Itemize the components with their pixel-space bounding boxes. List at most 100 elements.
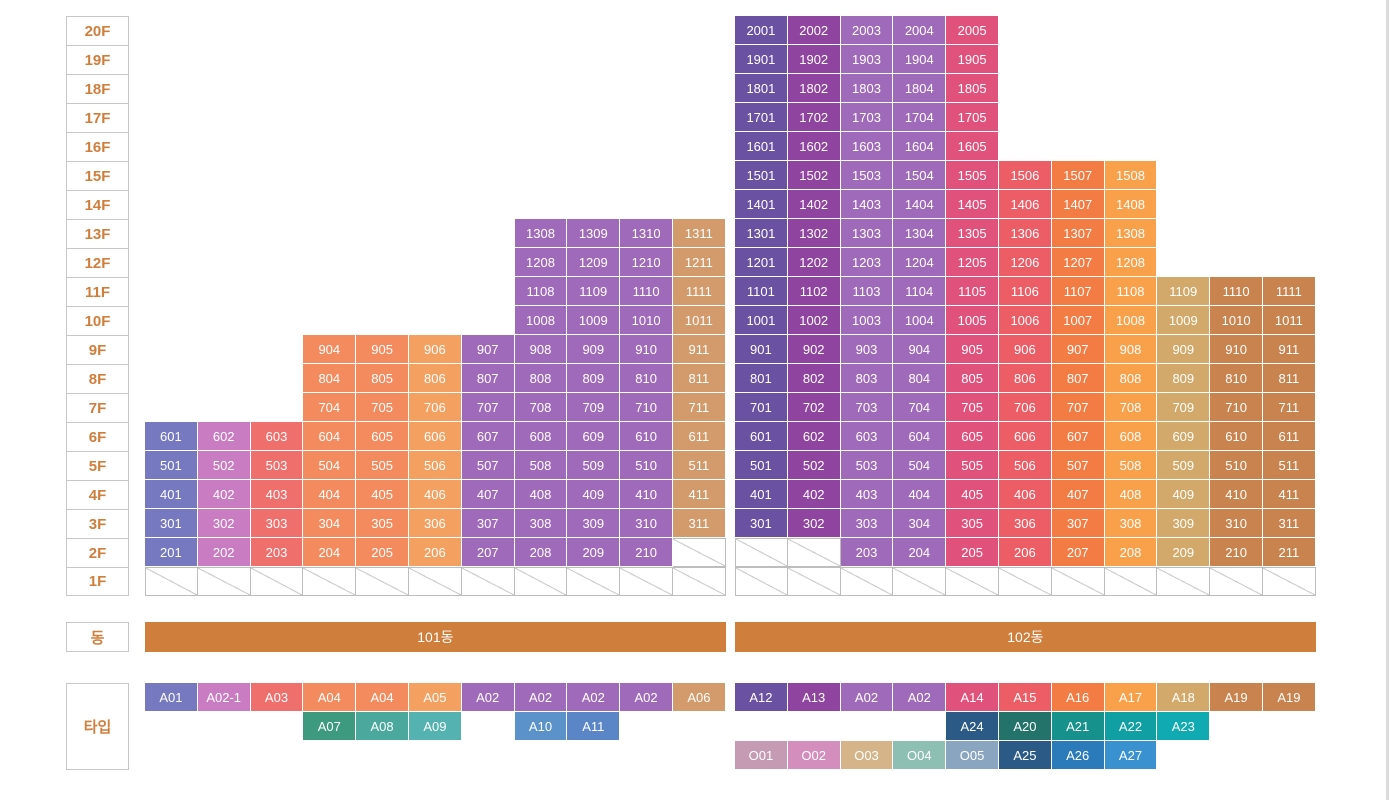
unit-cell: 609	[567, 422, 621, 451]
unit-cell: 709	[1157, 393, 1211, 422]
unit-cell: 1508	[1104, 161, 1158, 190]
floor-label: 15F	[66, 161, 129, 190]
unit-cell: 611	[673, 422, 726, 451]
unit-cell: 510	[620, 451, 673, 480]
unit-cell: 1805	[946, 74, 999, 103]
unit-cell: 1503	[840, 161, 894, 190]
unit-cell: 206	[999, 538, 1052, 567]
unit-cell: 506	[999, 451, 1052, 480]
unit-cell: 1202	[787, 248, 841, 277]
unit-cell: 806	[409, 364, 462, 393]
unit-cell: 409	[567, 480, 621, 509]
unit-cell: 1105	[946, 277, 999, 306]
unit-cell: 605	[946, 422, 999, 451]
unit-cell: 404	[303, 480, 357, 509]
empty-unit-cell	[893, 567, 947, 596]
floor-label: 13F	[66, 219, 129, 248]
unit-cell: 509	[567, 451, 621, 480]
unit-cell: 711	[1263, 393, 1316, 422]
unit-cell: 1602	[787, 132, 841, 161]
unit-cell: 1003	[840, 306, 894, 335]
unit-cell: 805	[356, 364, 409, 393]
scrollbar-edge	[1386, 0, 1389, 800]
unit-cell: 1604	[893, 132, 947, 161]
empty-unit-cell	[673, 567, 726, 596]
unit-cell: 1309	[567, 219, 621, 248]
unit-cell: 2001	[735, 16, 788, 45]
unit-cell: 1307	[1051, 219, 1105, 248]
unit-cell: 403	[250, 480, 304, 509]
unit-cell: 507	[461, 451, 515, 480]
unit-cell: 1111	[1263, 277, 1316, 306]
unit-cell: 1001	[735, 306, 788, 335]
unit-cell: 908	[1104, 335, 1158, 364]
unit-cell: 1303	[840, 219, 894, 248]
unit-cell: 1010	[620, 306, 673, 335]
unit-cell: 808	[514, 364, 568, 393]
unit-cell: 905	[946, 335, 999, 364]
unit-cell: 705	[356, 393, 409, 422]
unit-cell: 503	[250, 451, 304, 480]
unit-cell: 1009	[567, 306, 621, 335]
unit-cell: 1705	[946, 103, 999, 132]
unit-cell: 603	[250, 422, 304, 451]
unit-cell: 1108	[514, 277, 568, 306]
unit-cell: 1310	[620, 219, 673, 248]
unit-cell: 504	[893, 451, 947, 480]
unit-cell: 710	[1210, 393, 1263, 422]
unit-cell: 704	[303, 393, 357, 422]
unit-cell: 311	[1263, 509, 1316, 538]
unit-cell: 811	[1263, 364, 1316, 393]
unit-cell: 1006	[999, 306, 1052, 335]
unit-cell: 209	[1157, 538, 1211, 567]
empty-unit-cell	[514, 567, 568, 596]
unit-cell: 608	[1104, 422, 1158, 451]
unit-cell: 1002	[787, 306, 841, 335]
unit-cell: 607	[461, 422, 515, 451]
unit-cell: 1701	[735, 103, 788, 132]
unit-cell: 908	[514, 335, 568, 364]
unit-cell: 309	[1157, 509, 1211, 538]
unit-cell: 601	[735, 422, 788, 451]
unit-cell: 501	[735, 451, 788, 480]
unit-cell: 902	[787, 335, 841, 364]
unit-cell: 207	[1051, 538, 1105, 567]
empty-unit-cell	[197, 567, 251, 596]
unit-cell: 203	[840, 538, 894, 567]
dong-row-label: 동	[66, 622, 129, 652]
type-cell: A05	[409, 683, 462, 712]
unit-cell: 906	[409, 335, 462, 364]
type-cell: A06	[673, 683, 726, 712]
unit-cell: 1904	[893, 45, 947, 74]
floor-label: 8F	[66, 364, 129, 393]
type-cell: A01	[145, 683, 198, 712]
unit-cell: 1103	[840, 277, 894, 306]
unit-cell: 711	[673, 393, 726, 422]
unit-cell: 707	[461, 393, 515, 422]
type-cell: O04	[893, 741, 947, 770]
type-cell: A19	[1263, 683, 1316, 712]
type-cell: O01	[735, 741, 788, 770]
floor-label: 14F	[66, 190, 129, 219]
unit-cell: 311	[673, 509, 726, 538]
type-cell: A09	[409, 712, 462, 741]
unit-cell: 1010	[1210, 306, 1263, 335]
type-cell: A11	[567, 712, 621, 741]
unit-cell: 706	[409, 393, 462, 422]
unit-cell: 802	[787, 364, 841, 393]
unit-cell: 1101	[735, 277, 788, 306]
type-cell: A02-1	[197, 683, 251, 712]
unit-cell: 402	[197, 480, 251, 509]
unit-cell: 1206	[999, 248, 1052, 277]
unit-cell: 1704	[893, 103, 947, 132]
unit-cell: 511	[1263, 451, 1316, 480]
unit-cell: 211	[1263, 538, 1316, 567]
unit-cell: 1406	[999, 190, 1052, 219]
unit-cell: 1007	[1051, 306, 1105, 335]
type-cell: A04	[356, 683, 409, 712]
unit-cell: 1005	[946, 306, 999, 335]
unit-cell: 409	[1157, 480, 1211, 509]
type-cell: A14	[946, 683, 999, 712]
unit-cell: 602	[197, 422, 251, 451]
floor-label: 5F	[66, 451, 129, 480]
